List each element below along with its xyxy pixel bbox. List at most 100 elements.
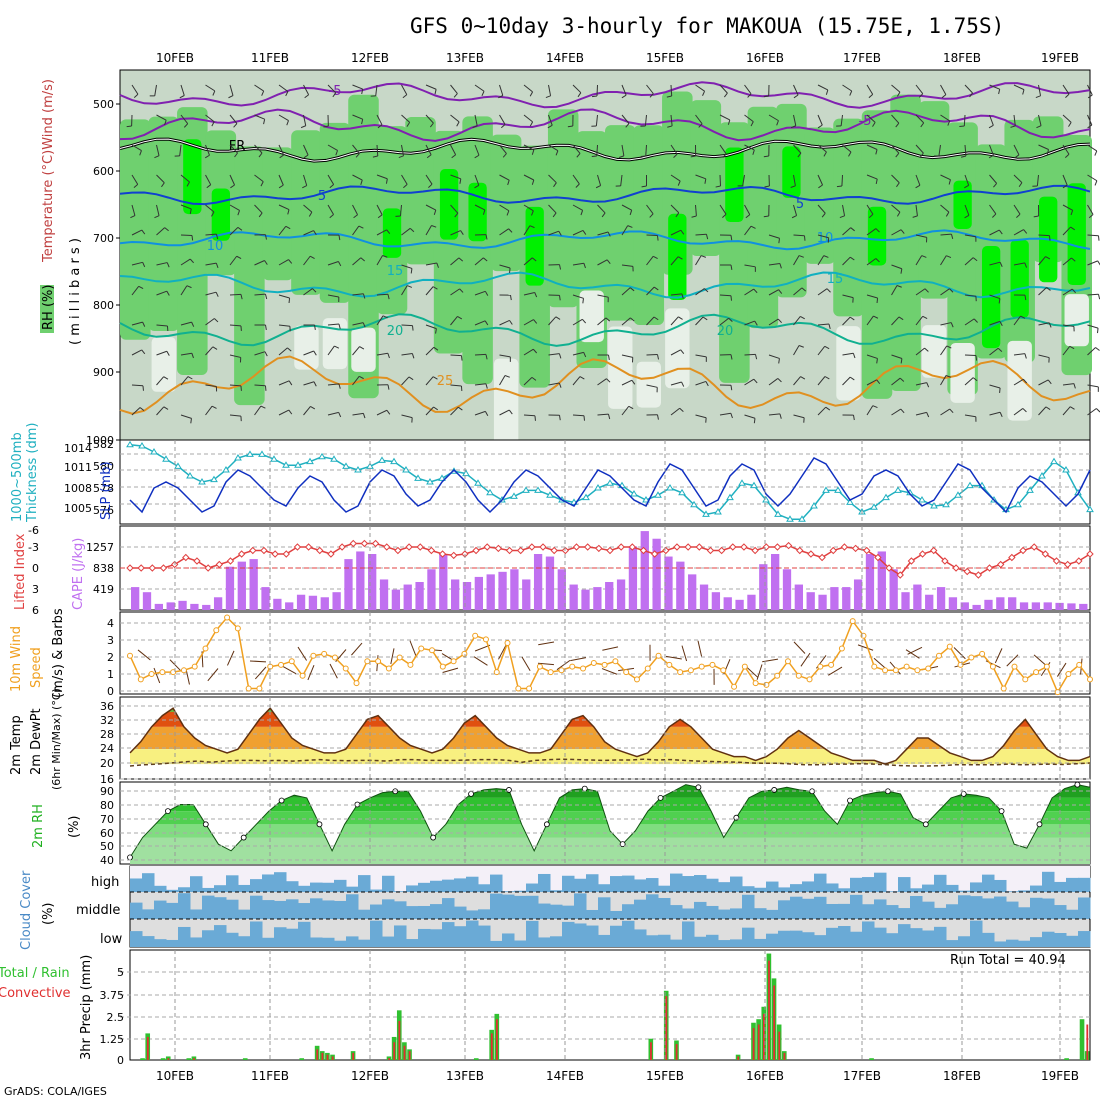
cape-bar	[1079, 603, 1088, 610]
wind-barb	[156, 114, 167, 121]
temp-tick: 24	[100, 742, 114, 755]
wind-barb	[548, 382, 560, 386]
wind-barb-flag	[1094, 150, 1098, 156]
wind-barb	[938, 144, 941, 156]
wind-barb	[205, 291, 217, 296]
wind-barb	[205, 384, 217, 387]
cloud-bar	[670, 939, 683, 947]
cape-bar	[344, 559, 353, 610]
cape-bar	[699, 584, 709, 610]
rh-point	[998, 808, 1005, 814]
wind-barb-flag	[825, 89, 829, 95]
date-label-top: 16FEB	[746, 51, 784, 65]
cloud-bar	[430, 880, 443, 892]
wind-barb-flag	[666, 95, 672, 98]
rh-low-patch	[1064, 294, 1089, 347]
wind-barb-flag	[722, 213, 727, 218]
wind-barb-flag	[323, 125, 329, 128]
precip-panel: 53.752.51.250 Total / Rain Convective 3h…	[0, 949, 1091, 1067]
wind-barb-flag	[286, 120, 289, 126]
cloud-bar	[466, 910, 479, 919]
wind-barb	[670, 174, 681, 182]
thickness-tick: 582	[93, 438, 114, 451]
wind-barb-flag	[919, 93, 924, 98]
wind-barb-flag	[667, 125, 673, 128]
li-point	[494, 544, 503, 553]
wind-speed-point	[720, 667, 727, 674]
li-point	[193, 557, 201, 565]
precip-conv-bar	[496, 1019, 498, 1060]
wind-barb-flag	[763, 95, 769, 98]
wind-barb	[450, 230, 461, 236]
cape-bar	[142, 592, 152, 610]
wind-barb-flag	[142, 321, 146, 327]
thickness-point	[810, 502, 818, 509]
wind-barb-flag	[387, 294, 390, 300]
cloud-unit: (%)	[41, 903, 56, 926]
wind-barb	[226, 650, 235, 666]
wind-label-1: 10m Wind	[9, 626, 24, 692]
wind-barb	[450, 257, 460, 266]
wind-barb	[768, 114, 779, 122]
rh-high-core	[668, 213, 687, 300]
wind-barb	[1062, 345, 1071, 356]
wind-speed-point	[310, 652, 317, 659]
wind-barb	[1038, 406, 1047, 416]
rh-tick: 70	[100, 813, 114, 826]
wind-barb	[719, 412, 731, 416]
wind-barb	[670, 114, 673, 126]
cloud-bar	[682, 908, 695, 919]
wind-tick: 2	[107, 651, 114, 664]
cloud-bar	[634, 929, 647, 947]
li-point	[159, 564, 168, 572]
cloud-level-low: low	[100, 932, 123, 947]
wind-barb-flag	[754, 320, 758, 326]
wind-barb-flag	[360, 257, 365, 262]
li-point	[851, 544, 860, 553]
wind-barb	[891, 377, 901, 386]
pressure-tick: 800	[93, 299, 114, 312]
wind-barb-flag	[264, 260, 268, 265]
wind-barb	[745, 666, 759, 678]
wind-barb	[670, 349, 681, 356]
wind-barb-flag	[912, 215, 918, 218]
wind-barb-flag	[1073, 383, 1076, 389]
rh-band	[918, 101, 950, 299]
wind-barb	[1036, 174, 1039, 186]
cape-bar	[474, 576, 483, 610]
wind-barb	[817, 255, 825, 266]
cloud-bar	[610, 910, 623, 919]
cloud-bar	[1006, 939, 1019, 947]
wind-barb-flag	[314, 324, 316, 330]
wind-speed-point	[752, 680, 759, 687]
wind-barb	[205, 233, 217, 236]
wind-barb	[695, 114, 703, 125]
wind-barb-flag	[398, 155, 404, 159]
cloud-bar	[382, 899, 395, 919]
wind-barb-flag	[531, 179, 535, 185]
wind-barb	[352, 84, 363, 90]
wind-barb	[940, 375, 947, 386]
wind-barb-flag	[763, 155, 769, 158]
wind-barb-flag	[691, 215, 697, 218]
li-point	[182, 553, 190, 562]
wind-barb	[442, 667, 459, 673]
cloud-bar	[286, 928, 299, 947]
wind-barb-flag	[459, 178, 462, 184]
wind-barb-flag	[372, 155, 378, 158]
wind-barb	[793, 376, 801, 386]
credit-label: GrADS: COLA/IGES	[4, 1085, 107, 1098]
cape-bar	[948, 597, 958, 610]
wind-barb	[1038, 287, 1047, 296]
wind-barb-flag	[288, 259, 293, 264]
wind-barb-flag	[618, 155, 625, 158]
wind-barb	[474, 144, 480, 156]
wind-barb-flag	[265, 234, 267, 240]
wind-barb	[1013, 144, 1020, 156]
cloud-bar	[142, 909, 155, 919]
li-point	[450, 551, 458, 560]
wind-barb-flag	[900, 268, 903, 274]
cloud-bar	[874, 899, 887, 919]
wind-barb-flag	[750, 225, 756, 229]
